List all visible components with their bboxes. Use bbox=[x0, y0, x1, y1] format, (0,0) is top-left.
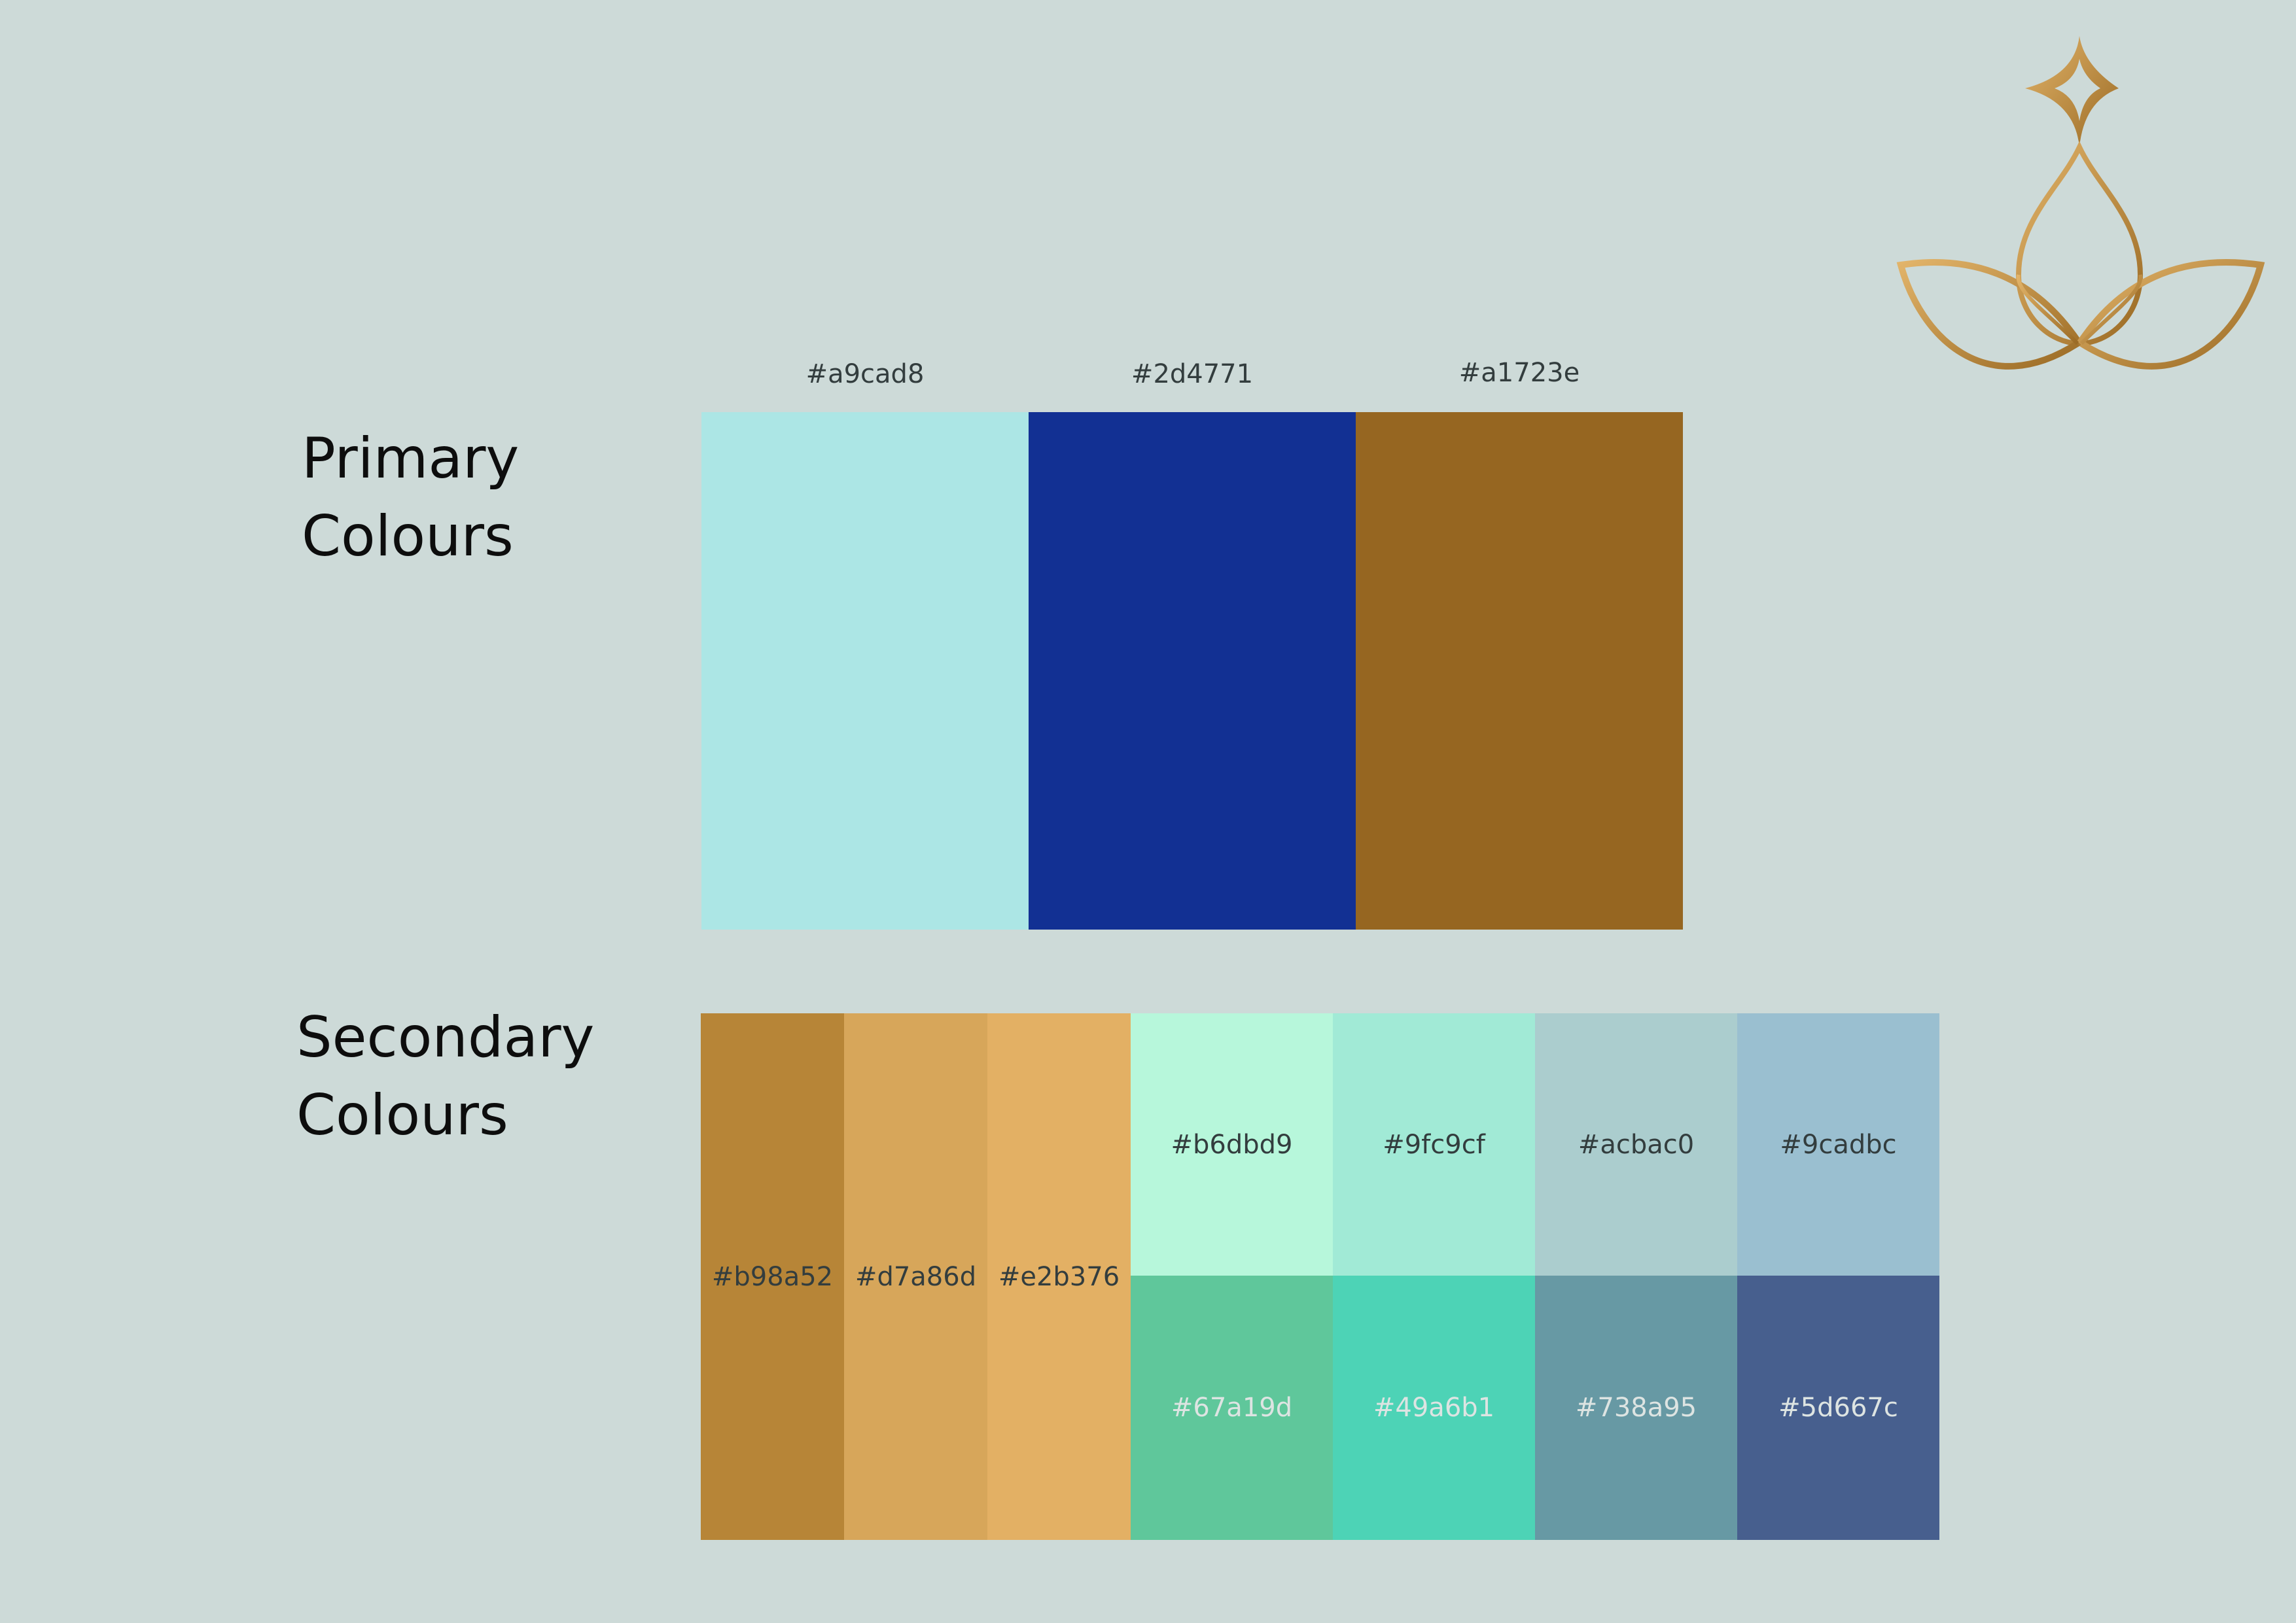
primary-swatch-3-label: #a1723e bbox=[1458, 358, 1580, 388]
secondary-tall-swatch-2: #d7a86d bbox=[844, 1013, 987, 1540]
secondary-bottom-swatch-2: #49a6b1 bbox=[1333, 1276, 1535, 1540]
primary-swatch-1-label: #a9cad8 bbox=[805, 359, 925, 389]
secondary-title-line1: Secondary bbox=[296, 1005, 595, 1070]
secondary-tall-swatch-1: #b98a52 bbox=[701, 1013, 844, 1540]
primary-swatch-3 bbox=[1356, 412, 1683, 930]
primary-swatch-2 bbox=[1029, 412, 1356, 930]
primary-title-line1: Primary bbox=[302, 426, 520, 491]
left-petal-shape bbox=[1896, 259, 2083, 370]
primary-title-line2: Colours bbox=[302, 504, 514, 569]
secondary-colours-title: Secondary Colours bbox=[296, 999, 594, 1155]
right-petal-shape bbox=[2076, 259, 2265, 370]
secondary-bottom-swatch-4-label: #5d667c bbox=[1778, 1393, 1898, 1423]
secondary-tall-swatch-2-label: #d7a86d bbox=[855, 1261, 977, 1292]
secondary-bottom-swatch-3-label: #738a95 bbox=[1575, 1393, 1697, 1423]
secondary-top-swatch-3: #acbac0 bbox=[1535, 1013, 1737, 1276]
secondary-bottom-swatch-3: #738a95 bbox=[1535, 1276, 1737, 1540]
secondary-bottom-swatch-2-label: #49a6b1 bbox=[1373, 1393, 1495, 1423]
secondary-tall-swatch-3: #e2b376 bbox=[987, 1013, 1131, 1540]
lotus-drop-star-icon bbox=[1896, 36, 2265, 370]
inner-right-curl-shape bbox=[2079, 274, 2143, 345]
secondary-bottom-swatch-1-label: #67a19d bbox=[1171, 1393, 1293, 1423]
secondary-top-swatch-2-label: #9fc9cf bbox=[1383, 1129, 1485, 1160]
secondary-top-swatch-4: #9cadbc bbox=[1737, 1013, 1939, 1276]
secondary-top-swatch-3-label: #acbac0 bbox=[1578, 1129, 1695, 1160]
secondary-top-swatch-2: #9fc9cf bbox=[1333, 1013, 1535, 1276]
secondary-top-swatch-1-label: #b6dbd9 bbox=[1171, 1129, 1293, 1160]
secondary-tall-swatch-1-label: #b98a52 bbox=[711, 1261, 834, 1292]
inner-left-curl-shape bbox=[2016, 274, 2079, 345]
secondary-title-line2: Colours bbox=[296, 1083, 508, 1148]
primary-swatch-2-label: #2d4771 bbox=[1131, 359, 1254, 389]
star-shape bbox=[2025, 36, 2119, 147]
drop-shape bbox=[2015, 141, 2144, 347]
secondary-top-swatch-4-label: #9cadbc bbox=[1780, 1129, 1897, 1160]
primary-swatch-1 bbox=[701, 412, 1029, 930]
secondary-bottom-swatch-4: #5d667c bbox=[1737, 1276, 1939, 1540]
primary-colours-title: Primary Colours bbox=[302, 420, 519, 576]
secondary-top-swatch-1: #b6dbd9 bbox=[1131, 1013, 1333, 1276]
secondary-tall-swatch-3-label: #e2b376 bbox=[998, 1261, 1120, 1292]
secondary-bottom-swatch-1: #67a19d bbox=[1131, 1276, 1333, 1540]
